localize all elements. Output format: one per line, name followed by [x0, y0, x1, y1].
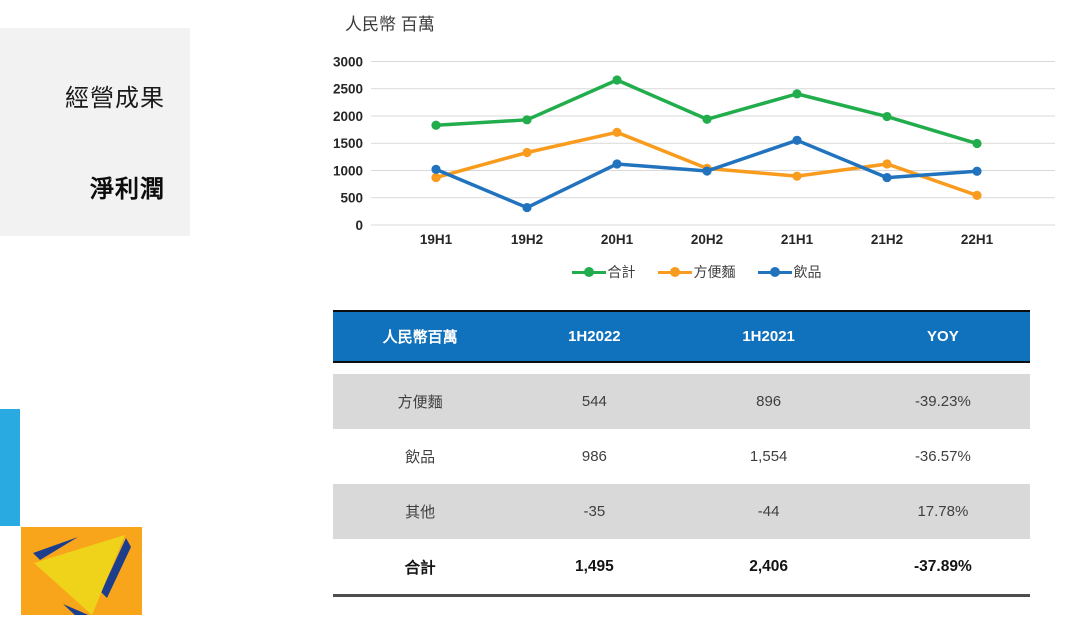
data-point — [972, 190, 982, 200]
data-point — [972, 138, 982, 149]
chart-legend: 合計 方便麵 飲品 — [333, 262, 1060, 282]
table-cell: 1,554 — [749, 448, 788, 465]
table-cell: 合計 — [404, 559, 436, 577]
data-point — [612, 75, 622, 85]
table-cell: -44 — [757, 503, 780, 520]
table-body: 方便麵 544 896 -39.23% 飲品 986 1,554 -36.57% 其他 -35 -4… — [333, 374, 1030, 597]
data-point — [431, 172, 441, 183]
table-cell: 其他 — [405, 504, 436, 521]
data-point — [882, 111, 892, 122]
data-point — [972, 166, 982, 176]
accent-bar — [0, 409, 20, 526]
legend-label: 方便麵 — [693, 264, 736, 280]
logo-navy-right — [101, 538, 131, 598]
y-axis-tick: 2500 — [333, 82, 363, 97]
table-row: 其他 -35 -44 17.78% — [333, 484, 1030, 539]
logo-navy-bottom — [63, 604, 89, 615]
page-title: 淨利潤 — [90, 176, 165, 203]
y-axis-tick: 2000 — [333, 109, 363, 124]
table-cell: 544 — [581, 393, 607, 410]
y-axis-tick: 3000 — [333, 54, 363, 69]
header-cell: 1H2021 — [742, 328, 795, 345]
logo-navy-topleft — [33, 537, 78, 560]
legend-item: 合計 — [571, 262, 636, 282]
data-point — [522, 147, 532, 158]
y-axis-tick: 1000 — [333, 163, 363, 178]
data-point — [792, 89, 802, 99]
data-point — [882, 172, 892, 183]
x-axis-tick: 21H1 — [781, 232, 814, 247]
y-axis-tick: 500 — [340, 191, 363, 206]
y-axis-tick: 1500 — [333, 136, 363, 151]
data-point — [522, 202, 532, 213]
header-cell: YOY — [927, 328, 959, 345]
logo-yellow-triangle — [34, 535, 125, 615]
data-point — [702, 166, 712, 176]
x-axis-tick: 21H2 — [871, 232, 903, 247]
table-cell: 986 — [581, 448, 607, 465]
legend-item: 飲品 — [757, 262, 822, 282]
chart-unit-label: 人民幣 百萬 — [345, 15, 435, 34]
legend-marker-icon — [657, 266, 692, 278]
results-table: 人民幣百萬 1H2022 1H2021 YOY 方便麵 544 896 -39.23% 飲品 9… — [333, 310, 1030, 597]
table-cell: 17.78% — [917, 503, 969, 520]
data-point — [612, 159, 622, 169]
legend-label: 飲品 — [793, 264, 822, 280]
table-cell: 飲品 — [405, 449, 436, 466]
x-axis-tick: 22H1 — [961, 232, 994, 247]
y-axis-tick: 0 — [355, 218, 363, 233]
header-cell: 人民幣百萬 — [382, 329, 458, 346]
net-profit-chart-block: 人民幣 百萬 0 500 1000 1500 2000 2500 3000 19H1 19H2 2… — [333, 12, 1060, 282]
header-cell: 1H2022 — [568, 328, 621, 345]
data-point — [612, 127, 622, 137]
x-axis-tick: 19H2 — [511, 232, 543, 247]
data-point — [792, 135, 802, 145]
line-chart-svg: 0 500 1000 1500 2000 2500 3000 19H1 19H2 20H1 20H2… — [333, 54, 1055, 247]
data-point — [882, 159, 892, 169]
table-cell: 896 — [756, 393, 782, 410]
legend-marker-icon — [571, 266, 606, 278]
table-cell: -37.89% — [914, 557, 972, 575]
data-point — [792, 171, 802, 181]
x-axis-tick: 20H2 — [691, 232, 723, 247]
table-cell: 2,406 — [749, 557, 789, 575]
table-row: 飲品 986 1,554 -36.57% — [333, 429, 1030, 484]
table-cell: -39.23% — [914, 393, 971, 410]
legend-marker-icon — [757, 266, 792, 278]
data-point — [431, 164, 441, 175]
table-cell: -36.57% — [914, 448, 971, 465]
table-header-gap — [333, 363, 1030, 374]
table-cell: 1,495 — [574, 557, 614, 575]
legend-label: 合計 — [607, 264, 636, 280]
x-axis-tick: 19H1 — [420, 232, 453, 247]
data-point — [431, 120, 441, 130]
legend-item: 方便麵 — [657, 262, 736, 282]
table-cell: 方便麵 — [397, 394, 443, 411]
table-header-row: 人民幣百萬 1H2022 1H2021 YOY — [333, 312, 1030, 363]
x-axis-tick: 20H1 — [601, 232, 634, 247]
table-row: 方便麵 544 896 -39.23% — [333, 374, 1030, 429]
data-point — [702, 114, 712, 124]
table-row: 合計 1,495 2,406 -37.89% — [333, 539, 1030, 594]
sidebar: 經營成果 淨利潤 — [0, 28, 190, 236]
data-point — [522, 115, 532, 125]
series-line-合計 — [435, 78, 978, 146]
company-logo — [21, 527, 142, 615]
section-title: 經營成果 — [65, 85, 165, 112]
table-cell: -35 — [583, 503, 606, 520]
